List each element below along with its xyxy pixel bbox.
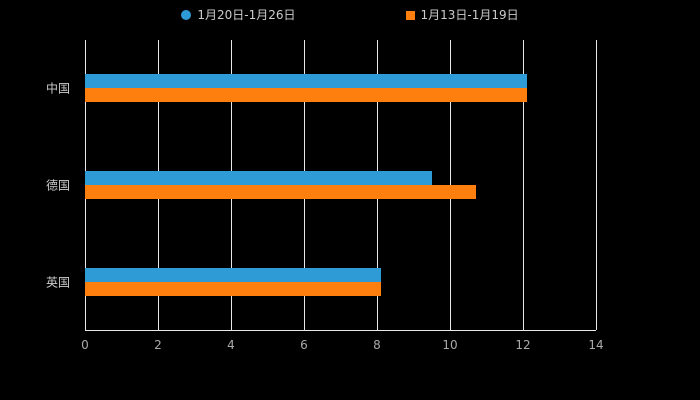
bar <box>85 267 381 282</box>
x-axis-tick-labels: 0 2 4 6 8 10 12 14 <box>81 338 603 354</box>
bar <box>85 281 381 296</box>
legend-label: 1月13日-1月19日 <box>420 8 519 22</box>
bar <box>85 88 527 103</box>
x-axis-tick-label: 6 <box>300 338 308 352</box>
legend: 1月20日-1月26日 1月13日-1月19日 <box>0 8 700 22</box>
x-axis-tick-label: 0 <box>81 338 89 352</box>
bar <box>85 74 527 89</box>
x-axis-tick-label: 2 <box>154 338 162 352</box>
x-axis-tick-label: 14 <box>588 338 604 352</box>
circle-marker-icon <box>181 10 192 20</box>
legend-label: 1月20日-1月26日 <box>197 8 296 22</box>
bar <box>85 185 476 199</box>
gridline <box>523 40 524 330</box>
x-axis-tick-label: 8 <box>373 338 381 352</box>
plot-area <box>85 40 597 331</box>
y-axis-category-label: 德国 <box>45 178 70 193</box>
y-axis-category-label: 英国 <box>45 275 70 290</box>
y-axis-category-label: 中国 <box>45 81 70 96</box>
bar <box>85 171 432 185</box>
x-axis-tick-label: 12 <box>515 338 531 352</box>
x-axis-tick-label: 10 <box>442 338 458 352</box>
legend-item-series-1[interactable]: 1月13日-1月19日 <box>405 8 519 22</box>
category-labels: 中国 德国 英国 <box>0 40 76 330</box>
legend-item-series-0[interactable]: 1月20日-1月26日 <box>181 8 296 22</box>
gridline <box>596 40 597 330</box>
x-axis-tick-label: 4 <box>227 338 235 352</box>
square-marker-icon <box>405 10 415 20</box>
